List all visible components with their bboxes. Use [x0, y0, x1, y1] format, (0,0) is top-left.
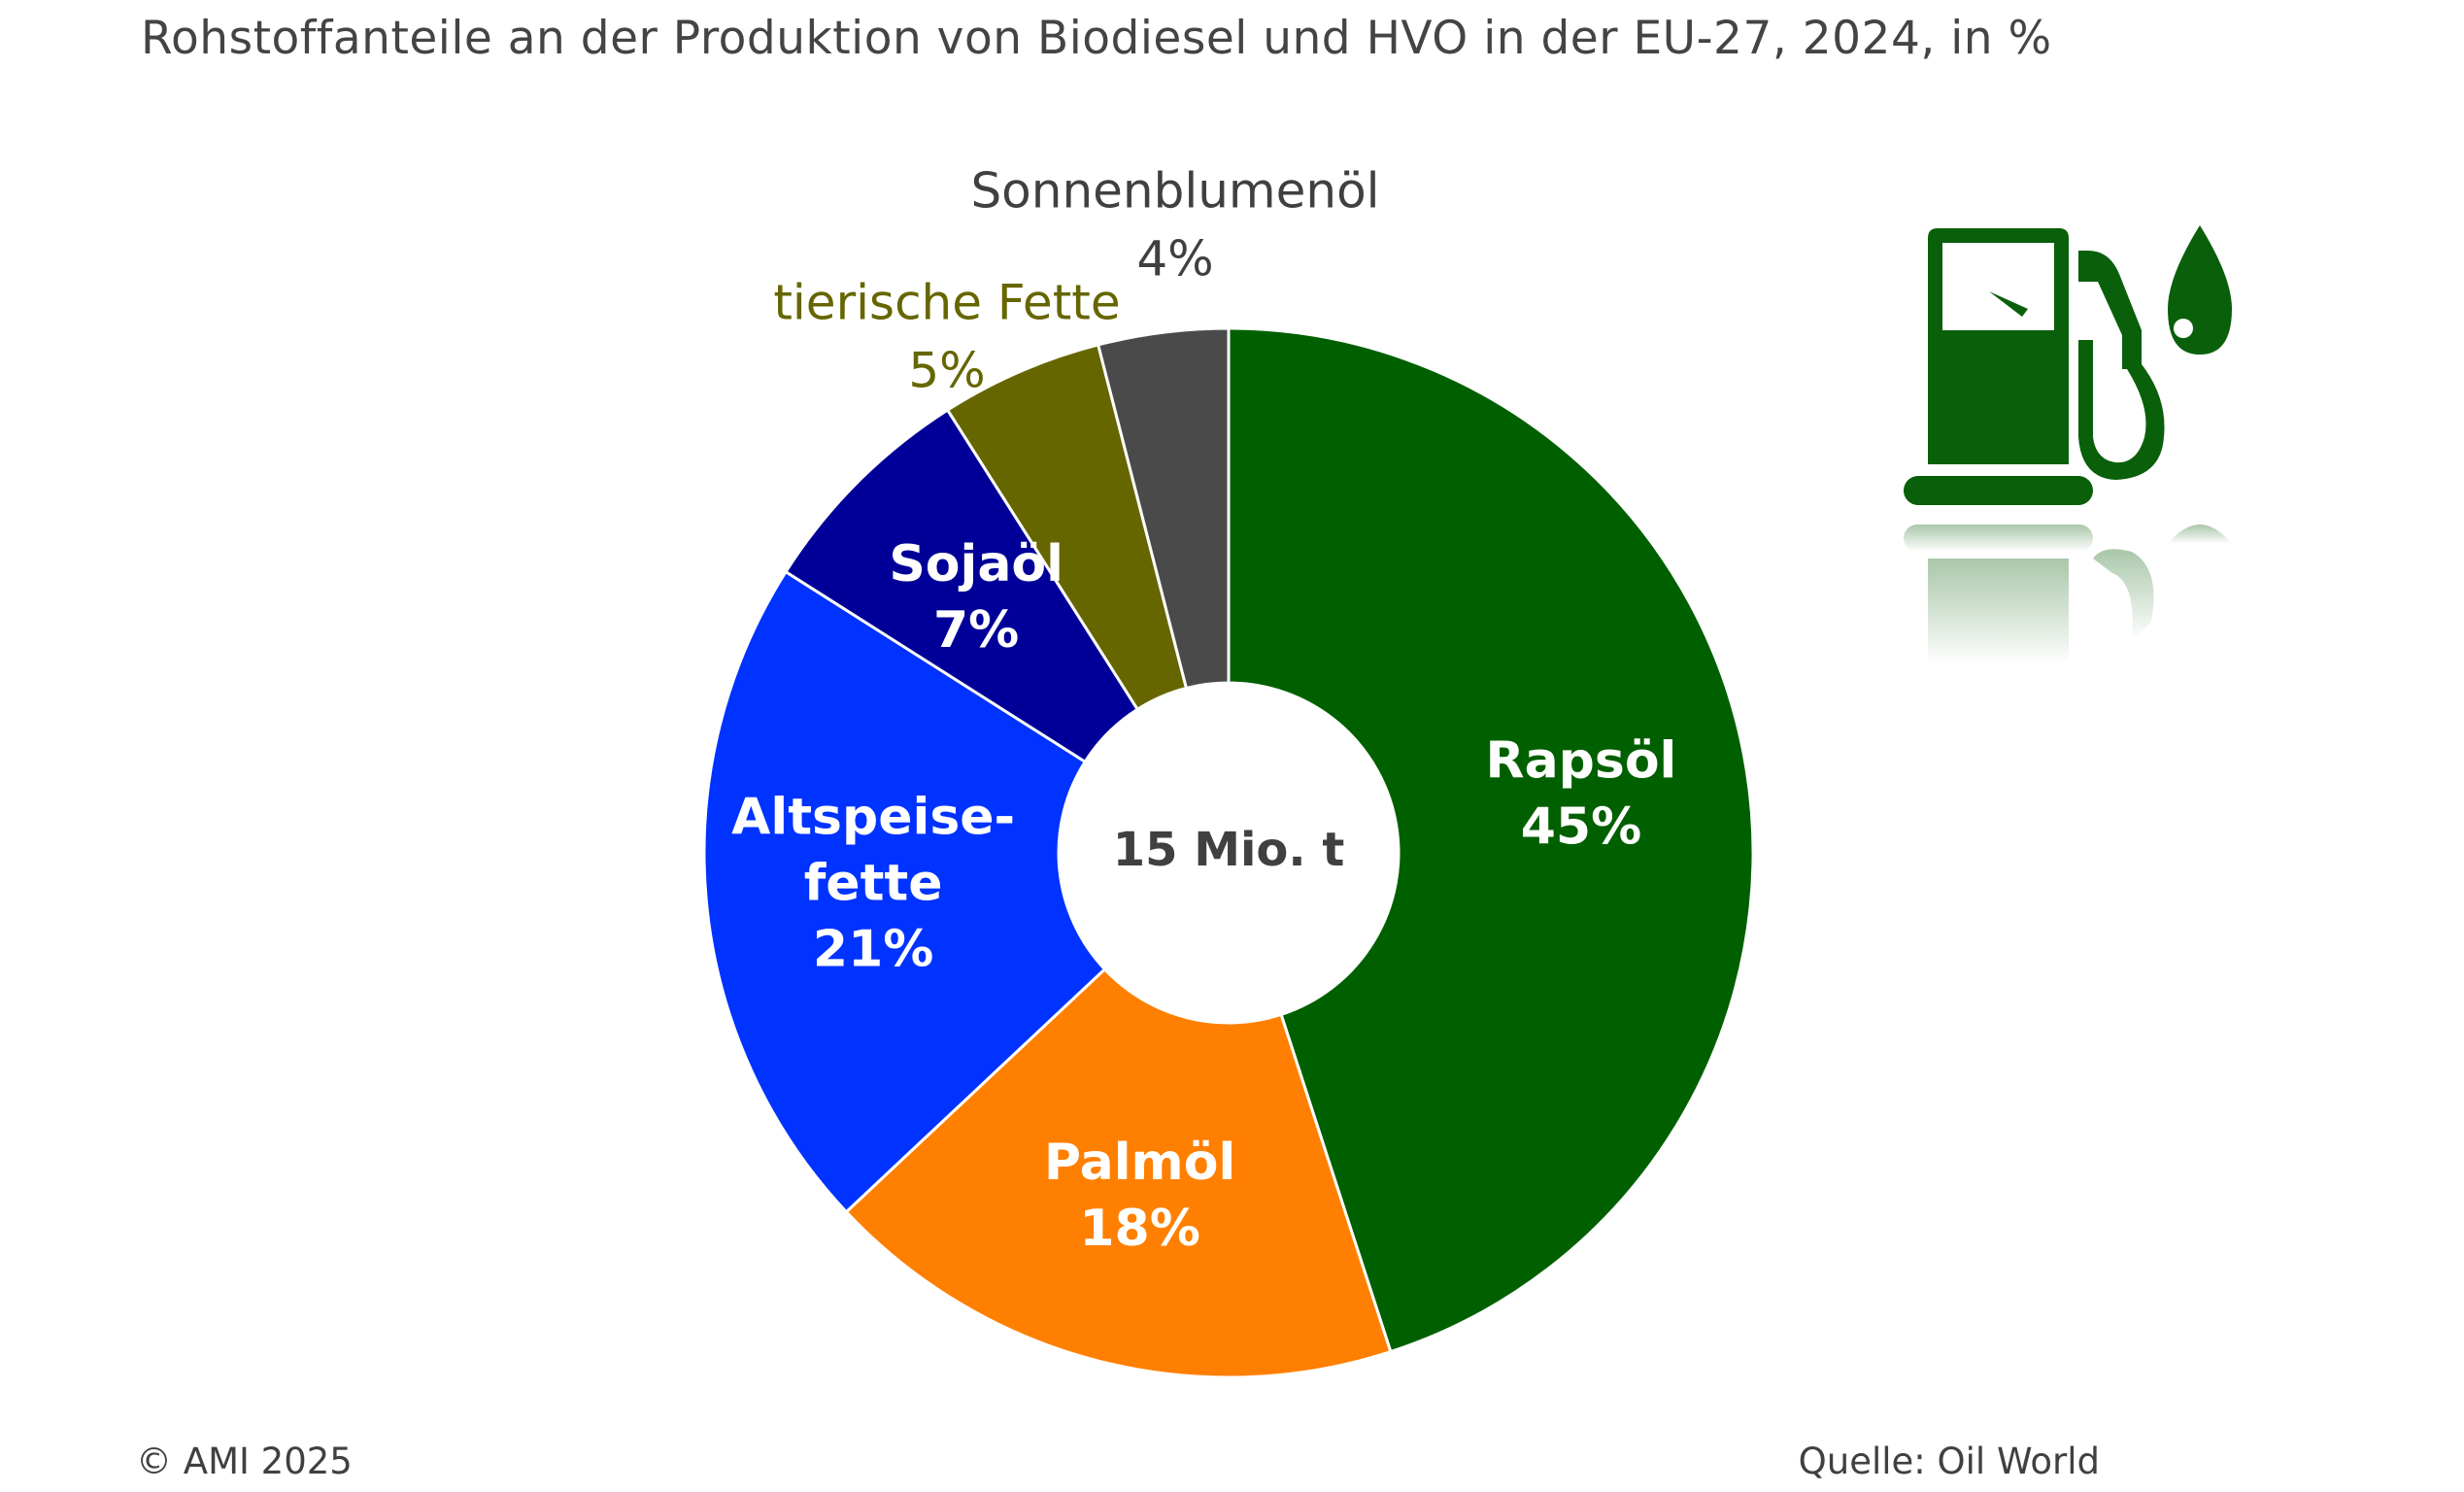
slice-label-palmöl: Palmöl 18%: [1044, 1134, 1235, 1258]
donut-chart: 15 Mio. t Rapsöl 45% Palmöl 18% Altspeise-fe…: [702, 163, 2232, 1379]
pump-gauge: [1942, 243, 2054, 330]
slice-name-label: Sojaöl: [889, 535, 1063, 593]
slice-label-sojaöl: Sojaöl 7%: [889, 535, 1063, 660]
slice-value-label: 21%: [813, 921, 933, 979]
slice-value-label: 18%: [1079, 1200, 1199, 1258]
slice-labels: Rapsöl 45% Palmöl 18% Altspeise-fette 21% Soja…: [731, 163, 1676, 1258]
slice-value-label: 4%: [1136, 231, 1213, 288]
donut-hole: [1059, 683, 1399, 1023]
slice-label-altspeise-fette: Altspeise-fette 21%: [731, 789, 1015, 979]
slice-name-label: Sonnenblumenöl: [970, 163, 1379, 220]
slice-label-rapsöl: Rapsöl 45%: [1486, 732, 1677, 857]
footer-source: Quelle: Oil World: [1798, 1441, 2100, 1482]
fuel-pump-icon: [1904, 225, 2232, 665]
slice-name-label: Rapsöl: [1486, 732, 1677, 791]
center-total-label: 15 Mio. t: [1113, 823, 1345, 877]
slice-value-label: 5%: [908, 343, 985, 399]
slice-name-label: Altspeise-: [731, 789, 1015, 847]
slice-label-tierische-fette: tierische Fette 5%: [773, 275, 1120, 399]
chart-title: Rohstoffanteile an der Produktion von Bi…: [141, 12, 2052, 65]
slice-value-label: 45%: [1521, 798, 1641, 857]
slice-name-label: tierische Fette: [773, 275, 1120, 331]
slice-name-label: Palmöl: [1044, 1134, 1235, 1192]
footer-copyright: © AMI 2025: [136, 1441, 353, 1482]
slice-value-label: 7%: [933, 601, 1019, 660]
slice-name-label: fette: [804, 855, 943, 913]
slice-label-sonnenblumenöl: Sonnenblumenöl 4%: [970, 163, 1379, 288]
